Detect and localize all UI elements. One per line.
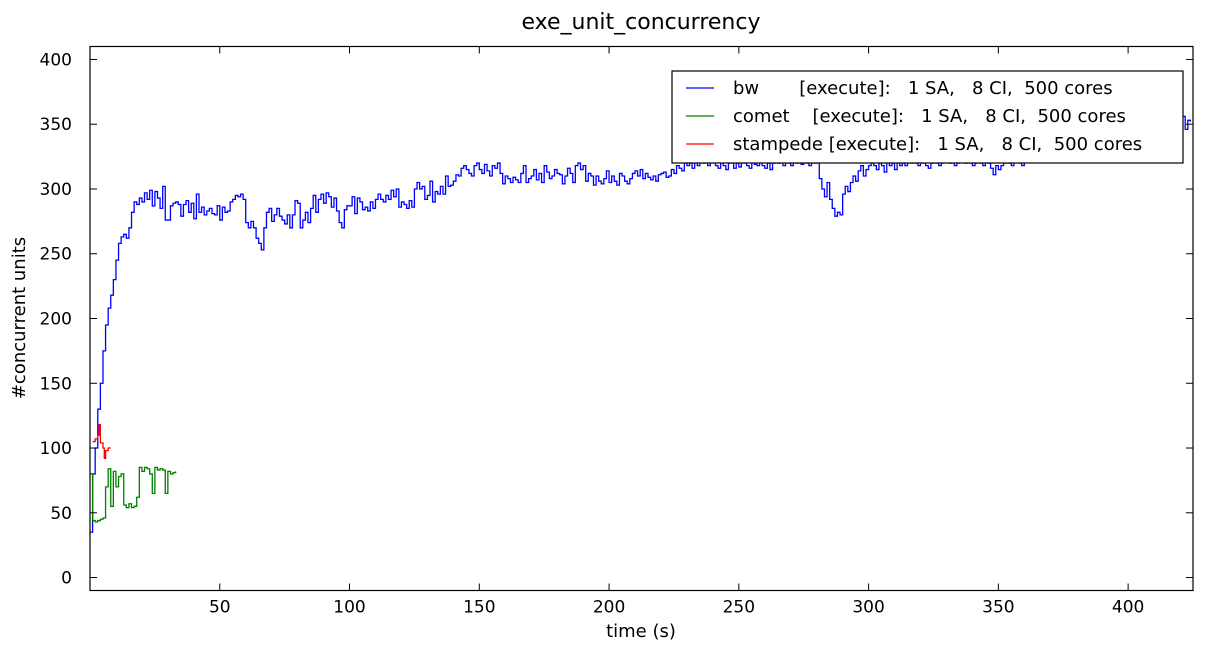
y-tick-label: 150 — [40, 374, 72, 394]
ticks-layer: 50 100 150 200 250 300 350 400 0 50 100 150 200 250 30… — [40, 46, 1193, 618]
legend: bw [execute]: 1 SA, 8 CI, 500 cores comet… — [671, 70, 1184, 164]
x-tick-label: 300 — [852, 598, 884, 618]
legend-items: bw [execute]: 1 SA, 8 CI, 500 cores comet… — [686, 78, 1142, 155]
y-tick-label: 250 — [40, 245, 72, 265]
x-tick-label: 200 — [593, 598, 625, 618]
chart-title: exe_unit_concurrency — [521, 10, 760, 35]
y-tick-label: 400 — [40, 50, 72, 70]
x-tick-label: 350 — [982, 598, 1014, 618]
y-tick-label: 0 — [61, 569, 72, 589]
y-tick-label: 350 — [40, 115, 72, 135]
legend-label-2: stampede [execute]: 1 SA, 8 CI, 500 core… — [733, 134, 1142, 155]
x-tick-label: 400 — [1112, 598, 1144, 618]
series-line-2 — [92, 424, 111, 460]
legend-label-1: comet [execute]: 1 SA, 8 CI, 500 cores — [733, 106, 1126, 127]
x-tick-label: 250 — [723, 598, 755, 618]
y-tick-label: 200 — [40, 310, 72, 330]
y-tick-label: 50 — [50, 504, 72, 524]
x-tick-label: 50 — [209, 598, 231, 618]
x-axis-label: time (s) — [606, 621, 676, 642]
legend-box — [671, 70, 1184, 164]
y-tick-label: 100 — [40, 439, 72, 459]
y-tick-label: 300 — [40, 180, 72, 200]
x-tick-label: 100 — [333, 598, 365, 618]
y-axis-label: #concurrent units — [9, 237, 30, 399]
series-line-1 — [90, 466, 177, 523]
legend-label-0: bw [execute]: 1 SA, 8 CI, 500 cores — [733, 78, 1113, 99]
x-tick-label: 150 — [463, 598, 495, 618]
